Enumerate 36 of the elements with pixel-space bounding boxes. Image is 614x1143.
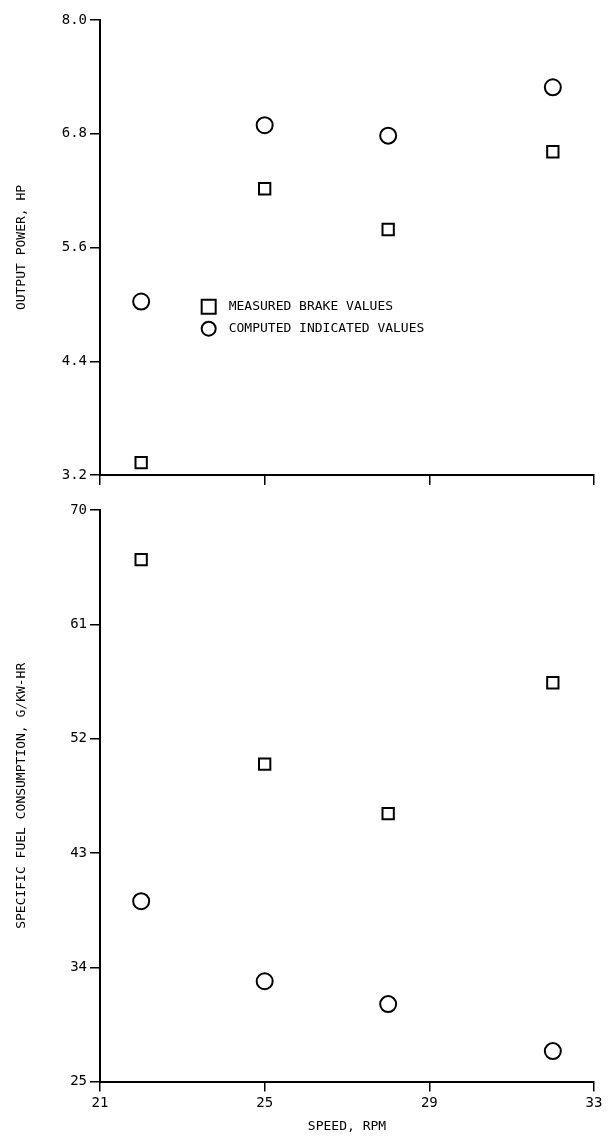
y-axis-title: OUTPUT POWER, HP	[13, 184, 29, 311]
point	[258, 182, 272, 196]
y-tick-label: 5.6	[61, 238, 87, 255]
point	[379, 995, 398, 1014]
y-tick-label: 61	[70, 614, 87, 631]
point	[546, 145, 560, 159]
point	[258, 757, 272, 771]
y-tick-label: 52	[70, 729, 87, 746]
point	[543, 1042, 562, 1061]
legend-label: MEASURED BRAKE VALUES	[228, 298, 394, 314]
point	[381, 222, 395, 237]
point	[134, 552, 148, 567]
point	[543, 78, 562, 97]
y-tick-label: 70	[70, 500, 87, 517]
y-axis-title: SPECIFIC FUEL CONSUMPTION, G/KW-HR	[13, 662, 29, 929]
y-tick-label: 3.2	[61, 465, 87, 482]
legend-label: COMPUTED INDICATED VALUES	[228, 320, 425, 336]
point	[132, 292, 151, 311]
y-tick-label: 6.8	[61, 124, 87, 141]
y-tick-label: 4.4	[61, 351, 87, 368]
y-tick-label: 25	[70, 1072, 87, 1089]
point	[381, 806, 395, 821]
point	[255, 116, 274, 135]
point	[132, 892, 151, 911]
x-axis-title: SPEED, RPM	[307, 1117, 387, 1133]
y-tick-label: 34	[70, 957, 87, 974]
x-tick-label: 25	[256, 1093, 274, 1110]
point	[546, 676, 560, 690]
x-tick-label: 21	[91, 1093, 109, 1110]
point	[134, 456, 148, 470]
point	[379, 126, 398, 145]
y-tick-label: 8.0	[61, 10, 87, 27]
x-tick-label: 29	[420, 1093, 438, 1110]
x-tick-label: 33	[585, 1093, 603, 1110]
y-tick-label: 43	[70, 843, 87, 860]
point	[255, 972, 274, 991]
